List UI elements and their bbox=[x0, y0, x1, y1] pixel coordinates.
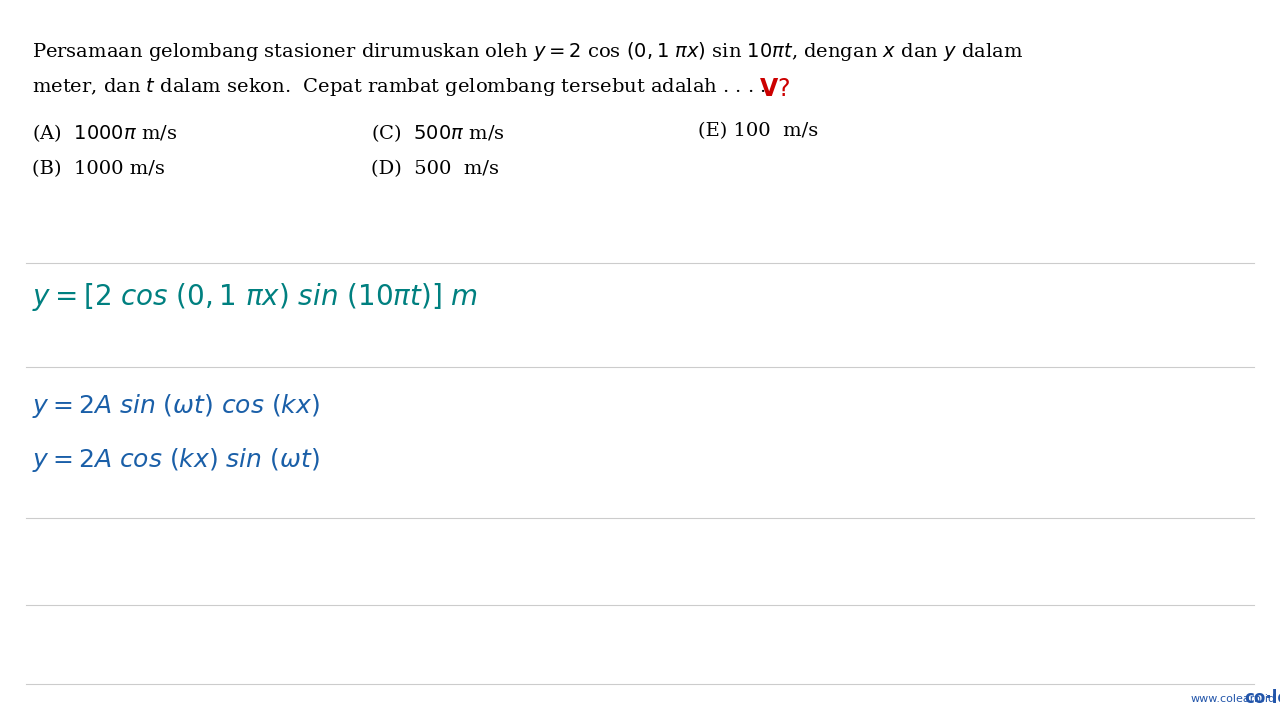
Text: (B)  1000 m/s: (B) 1000 m/s bbox=[32, 160, 165, 178]
Text: $y = 2A$ sin $(\omega t)$ cos $(kx)$: $y = 2A$ sin $(\omega t)$ cos $(kx)$ bbox=[32, 392, 320, 420]
Text: $y = [2$ cos $(0,1$ $\pi x)$ sin $(10\pi t)]$ m: $y = [2$ cos $(0,1$ $\pi x)$ sin $(10\pi… bbox=[32, 281, 477, 312]
Text: meter, dan $t$ dalam sekon.  Cepat rambat gelombang tersebut adalah . . . .: meter, dan $t$ dalam sekon. Cepat rambat… bbox=[32, 76, 765, 98]
Text: co·learn: co·learn bbox=[1244, 689, 1280, 707]
Text: (E) 100  m/s: (E) 100 m/s bbox=[698, 122, 818, 140]
Text: $y = 2A$ cos $(kx)$ sin $(\omega t)$: $y = 2A$ cos $(kx)$ sin $(\omega t)$ bbox=[32, 446, 320, 474]
Text: Persamaan gelombang stasioner dirumuskan oleh $y = 2$ cos $(0,1$ $\pi x)$ sin $1: Persamaan gelombang stasioner dirumuskan… bbox=[32, 40, 1023, 63]
Text: $\bf{V}$?: $\bf{V}$? bbox=[759, 77, 790, 101]
Text: www.colearn.id: www.colearn.id bbox=[1190, 694, 1276, 704]
Text: (D)  500  m/s: (D) 500 m/s bbox=[371, 160, 499, 178]
Text: (C)  $500\pi$ m/s: (C) $500\pi$ m/s bbox=[371, 122, 504, 144]
Text: (A)  $1000\pi$ m/s: (A) $1000\pi$ m/s bbox=[32, 122, 178, 144]
